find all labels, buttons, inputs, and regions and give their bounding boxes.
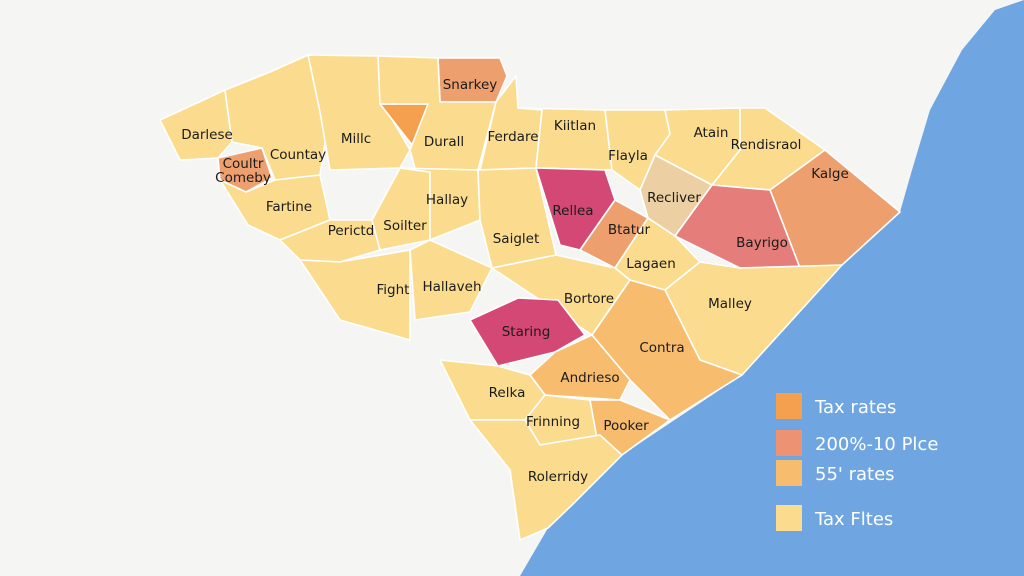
county-soilter[interactable] xyxy=(371,167,431,251)
ocean xyxy=(520,0,1024,576)
county-layer xyxy=(159,54,901,541)
legend-swatch-3 xyxy=(776,505,802,531)
county-label-atain: Atain xyxy=(694,125,729,141)
county-bayrigo[interactable] xyxy=(674,184,801,269)
county-label-frinning: Frinning xyxy=(526,414,580,430)
county-label-kiitlan: Kiitlan xyxy=(554,118,596,134)
county-rolerridy[interactable] xyxy=(469,419,623,541)
county-label-ferdare: Ferdare xyxy=(487,129,538,145)
county-label-pooker: Pooker xyxy=(603,418,649,434)
county-label-flayla: Flayla xyxy=(608,148,648,164)
legend-swatch-1 xyxy=(776,430,802,456)
county-label-fartine: Fartine xyxy=(266,199,312,215)
county-hallay[interactable] xyxy=(399,167,481,241)
legend-label-3: Tax Fltes xyxy=(814,509,893,530)
county-label-snarkey: Snarkey xyxy=(443,77,498,93)
legend: Tax rates 200%-10 Plce 55' rates Tax Fltes xyxy=(776,393,938,531)
county-label-fight: Fight xyxy=(377,282,410,298)
county-contra[interactable] xyxy=(591,279,743,421)
county-label-coultr-comeby-0: Coultr xyxy=(223,156,264,172)
ocean-water xyxy=(520,0,1024,576)
county-label-durall: Durall xyxy=(424,134,464,150)
legend-label-0: Tax rates xyxy=(814,397,896,418)
county-coultr-comeby[interactable] xyxy=(217,147,273,193)
county-label-darlese: Darlese xyxy=(181,127,233,143)
county-label-rendisraol: Rendisraol xyxy=(731,137,802,153)
county-label-perictd: Perictd xyxy=(328,223,375,239)
county-fartine[interactable] xyxy=(219,174,331,241)
legend-label-2: 55' rates xyxy=(815,464,895,485)
legend-label-1: 200%-10 Plce xyxy=(815,434,938,455)
county-label-recliver: Recliver xyxy=(647,190,701,206)
county-label-lagaen: Lagaen xyxy=(626,256,676,272)
county-label-andrieso: Andrieso xyxy=(560,370,619,386)
county-label-countay: Countay xyxy=(270,147,326,163)
county-label-kalge: Kalge xyxy=(811,166,849,182)
county-label-rolerridy: Rolerridy xyxy=(528,469,588,485)
county-label-bayrigo: Bayrigo xyxy=(736,235,788,251)
county-label-soilter: Soilter xyxy=(383,218,427,234)
county-label-btatur: Btatur xyxy=(608,222,651,238)
county-fight[interactable] xyxy=(299,249,411,341)
county-label-hallay: Hallay xyxy=(426,192,468,208)
county-label-relka: Relka xyxy=(489,385,526,401)
legend-swatch-0 xyxy=(776,393,802,419)
legend-swatch-2 xyxy=(776,460,802,486)
county-label-contra: Contra xyxy=(639,340,684,356)
county-label-malley: Malley xyxy=(708,296,752,312)
county-label-millc: Millc xyxy=(341,131,371,147)
county-label-staring: Staring xyxy=(502,324,551,340)
county-darlese[interactable] xyxy=(159,89,233,161)
county-label-rellea: Rellea xyxy=(552,203,593,219)
county-label-saiglet: Saiglet xyxy=(493,231,540,247)
county-label-coultr-comeby-1: Comeby xyxy=(215,170,271,186)
county-label-bortore: Bortore xyxy=(564,291,614,307)
county-label-hallaveh: Hallaveh xyxy=(422,279,481,295)
county-hallaveh[interactable] xyxy=(409,239,493,321)
